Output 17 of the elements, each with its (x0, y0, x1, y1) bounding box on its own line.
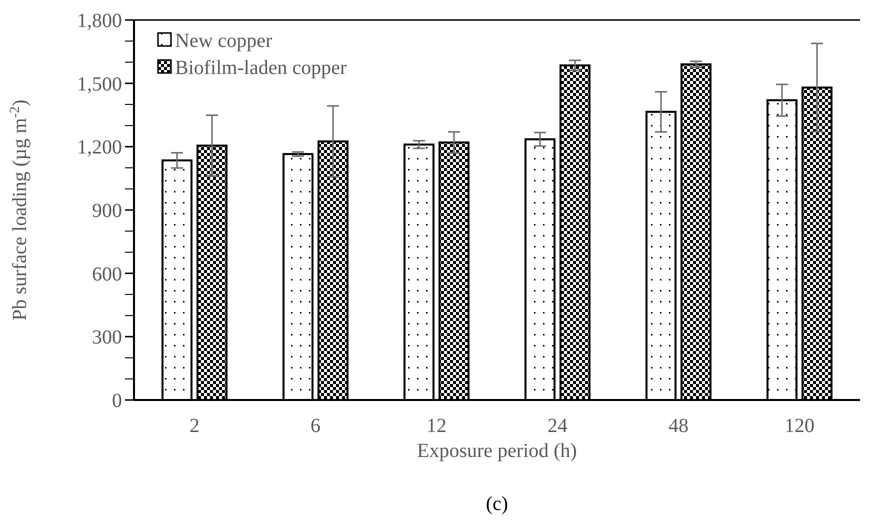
x-tick-label: 24 (548, 415, 568, 437)
text: (c) (486, 493, 508, 515)
x-tick-label: 2 (190, 415, 200, 437)
y-tick-label: 1,500 (77, 73, 122, 96)
y-tick-label: 600 (92, 263, 122, 286)
x-axis-title: Exposure period (h) (417, 440, 577, 462)
y-tick-label: 0 (112, 390, 122, 412)
x-tick-label: 48 (668, 415, 688, 437)
legend-label: Biofilm-laden copper (175, 57, 347, 79)
y-tick-label: 900 (92, 200, 122, 222)
x-tick-label: 120 (784, 415, 814, 437)
legend-label: New copper (175, 30, 273, 52)
y-tick-label: 300 (92, 326, 122, 349)
y-tick-label: 1,200 (77, 136, 122, 159)
x-tick-label: 12 (426, 415, 446, 437)
y-tick-label: 1,800 (77, 10, 122, 32)
x-tick-label: 6 (310, 415, 320, 437)
